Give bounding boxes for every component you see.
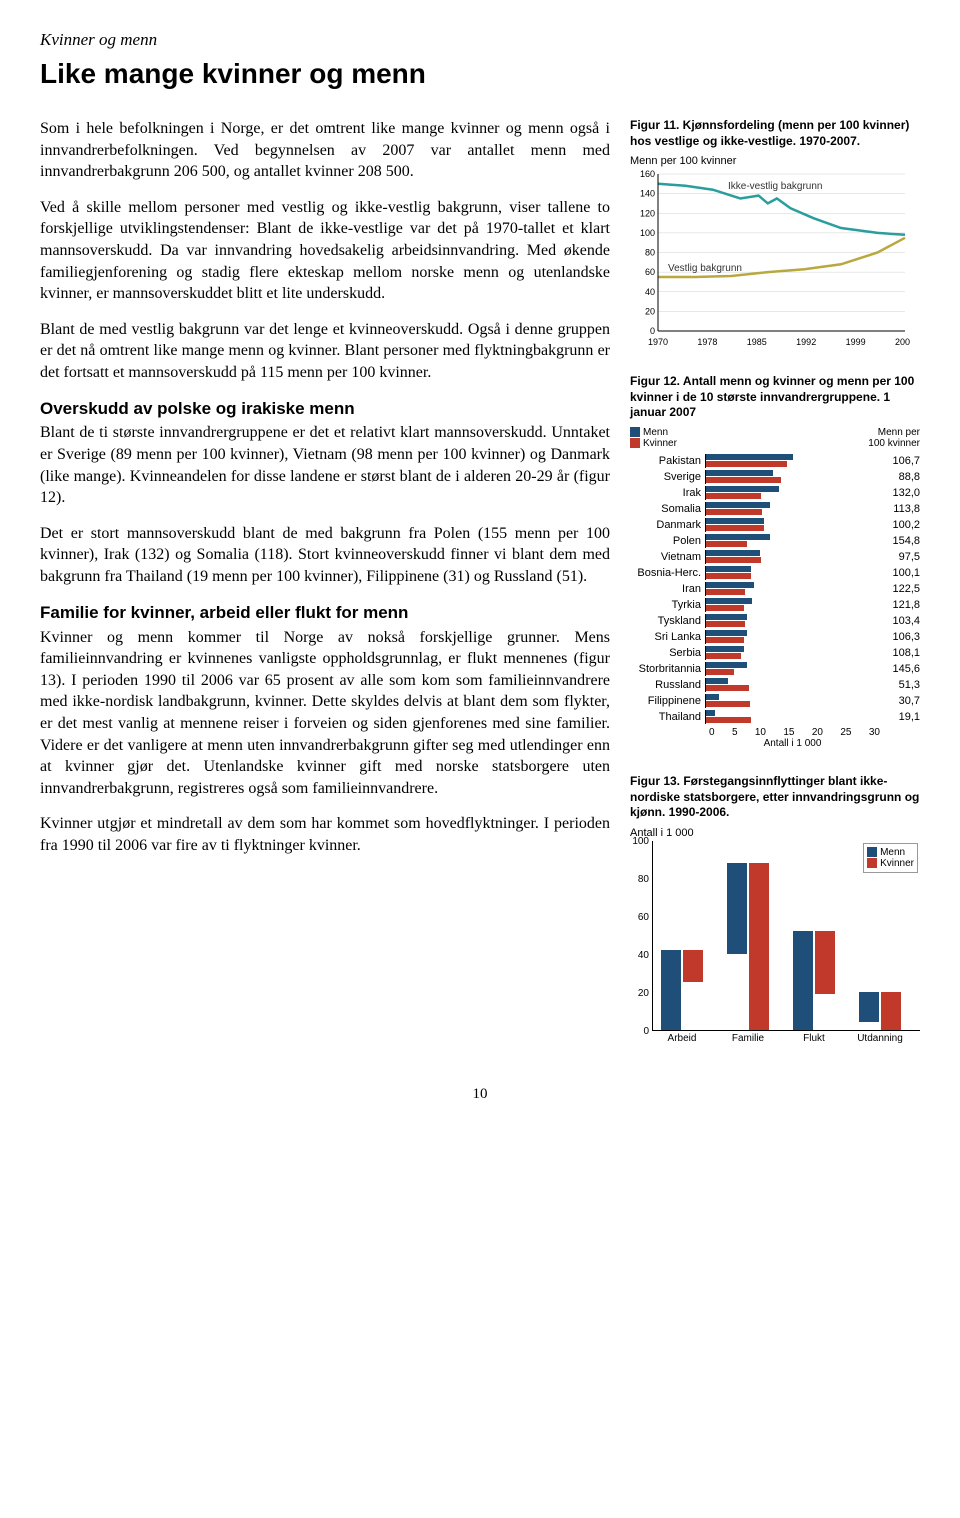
fig12-legend-left: Menn Kvinner (630, 427, 677, 449)
fig12-row: Vietnam 97,5 (630, 549, 920, 565)
para-3: Blant de med vestlig bakgrunn var det le… (40, 319, 610, 384)
page-number: 10 (40, 1086, 920, 1103)
page-title: Like mange kvinner og menn (40, 58, 920, 90)
kvinner-swatch (630, 438, 640, 448)
fig12-xticks: 051015202530 (709, 727, 880, 738)
fig12-bars: Pakistan 106,7Sverige 88,8Irak 132,0Soma… (630, 453, 920, 725)
fig11-caption: Figur 11. Kjønnsfordeling (menn per 100 … (630, 118, 920, 149)
fig12-row: Sverige 88,8 (630, 469, 920, 485)
fig12-row: Sri Lanka 106,3 (630, 629, 920, 645)
menn-swatch (630, 427, 640, 437)
subhead-overskudd: Overskudd av polske og irakiske menn (40, 398, 610, 421)
svg-text:60: 60 (645, 267, 655, 277)
fig12-row: Thailand 19,1 (630, 709, 920, 725)
fig12-row: Tyrkia 121,8 (630, 597, 920, 613)
fig13-group (661, 950, 703, 1030)
figure-11: Figur 11. Kjønnsfordeling (menn per 100 … (630, 118, 920, 349)
para-7: Kvinner utgjør et mindretall av dem som … (40, 813, 610, 856)
page-header: Kvinner og menn (40, 30, 920, 50)
fig12-xlabel: Antall i 1 000 (705, 738, 880, 749)
fig13-ylabel: Antall i 1 000 (630, 827, 920, 839)
fig13-group (793, 931, 835, 1030)
fig12-row: Somalia 113,8 (630, 501, 920, 517)
fig12-row: Polen 154,8 (630, 533, 920, 549)
fig12-row: Serbia 108,1 (630, 645, 920, 661)
svg-text:1999: 1999 (846, 337, 866, 347)
svg-text:1992: 1992 (796, 337, 816, 347)
svg-text:120: 120 (640, 208, 655, 218)
fig11-ylabel: Menn per 100 kvinner (630, 155, 920, 167)
fig13-group (727, 863, 769, 1030)
fig12-row: Iran 122,5 (630, 581, 920, 597)
svg-text:Vestlig bakgrunn: Vestlig bakgrunn (668, 263, 742, 274)
fig12-row: Danmark 100,2 (630, 517, 920, 533)
svg-text:80: 80 (645, 248, 655, 258)
fig12-row: Bosnia-Herc. 100,1 (630, 565, 920, 581)
svg-text:2007: 2007 (895, 337, 910, 347)
fig12-row: Filippinene 30,7 (630, 693, 920, 709)
svg-text:1985: 1985 (747, 337, 767, 347)
fig13-group (859, 992, 901, 1030)
svg-text:140: 140 (640, 189, 655, 199)
svg-text:0: 0 (650, 326, 655, 336)
svg-text:Ikke-vestlig bakgrunn: Ikke-vestlig bakgrunn (728, 181, 823, 192)
subhead-familie: Familie for kvinner, arbeid eller flukt … (40, 602, 610, 625)
svg-text:160: 160 (640, 169, 655, 179)
fig12-col2-header: Menn per 100 kvinner (860, 427, 920, 449)
fig12-row: Tyskland 103,4 (630, 613, 920, 629)
para-5: Det er stort mannsoverskudd blant de med… (40, 523, 610, 588)
fig12-caption: Figur 12. Antall menn og kvinner og menn… (630, 374, 920, 421)
fig13-legend: Menn Kvinner (863, 843, 918, 873)
para-4: Blant de ti største innvandrergruppene e… (40, 422, 610, 508)
para-6: Kvinner og menn kommer til Norge av noks… (40, 627, 610, 800)
fig13-chart: Menn Kvinner 020406080100 Arbeid Familie… (652, 841, 920, 1031)
para-2: Ved å skille mellom personer med vestlig… (40, 197, 610, 305)
svg-text:1970: 1970 (648, 337, 668, 347)
fig12-row: Irak 132,0 (630, 485, 920, 501)
svg-text:100: 100 (640, 228, 655, 238)
body-text: Som i hele befolkningen i Norge, er det … (40, 118, 610, 1056)
svg-text:40: 40 (645, 287, 655, 297)
fig12-row: Russland 51,3 (630, 677, 920, 693)
fig11-chart: 0 20 40 60 80 100 120 140 160 1970 1978 1985 1992 199… (630, 169, 910, 349)
para-1: Som i hele befolkningen i Norge, er det … (40, 118, 610, 183)
figure-12: Figur 12. Antall menn og kvinner og menn… (630, 374, 920, 749)
svg-text:1978: 1978 (697, 337, 717, 347)
figure-13: Figur 13. Førstegangsinnflyttinger blant… (630, 774, 920, 1031)
svg-text:20: 20 (645, 307, 655, 317)
charts-column: Figur 11. Kjønnsfordeling (menn per 100 … (630, 118, 920, 1056)
fig12-row: Pakistan 106,7 (630, 453, 920, 469)
fig13-caption: Figur 13. Førstegangsinnflyttinger blant… (630, 774, 920, 821)
fig12-row: Storbritannia 145,6 (630, 661, 920, 677)
